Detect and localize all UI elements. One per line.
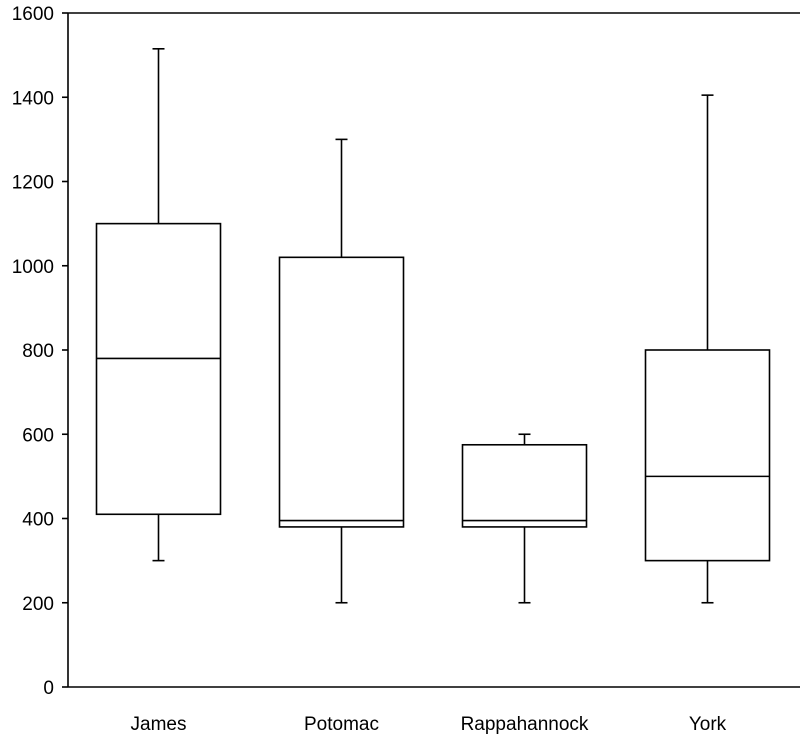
y-tick-label: 200 — [22, 594, 54, 615]
box-rappahannock — [461, 433, 588, 604]
x-axis-labels: James Potomac Rappahannock York — [131, 714, 727, 735]
y-tick-label: 800 — [22, 341, 54, 362]
iqr-box — [644, 349, 771, 562]
iqr-box — [461, 443, 588, 528]
y-axis-ticks: 0 200 400 600 800 1000 1200 1400 1600 — [12, 4, 68, 699]
y-tick-label: 0 — [43, 678, 54, 699]
x-category-label: Potomac — [304, 714, 379, 735]
x-category-label: James — [131, 714, 187, 735]
box-series — [95, 48, 771, 604]
iqr-box — [95, 222, 222, 516]
y-tick-label: 1600 — [12, 4, 54, 25]
y-tick-label: 1000 — [12, 257, 54, 278]
y-tick-label: 1400 — [12, 88, 54, 109]
y-tick-label: 600 — [22, 425, 54, 446]
box-potomac — [278, 138, 405, 604]
y-tick-label: 400 — [22, 510, 54, 531]
y-tick-label: 1200 — [12, 173, 54, 194]
x-category-label: York — [689, 714, 727, 735]
box-james — [95, 48, 222, 562]
x-category-label: Rappahannock — [461, 714, 589, 735]
iqr-box — [278, 256, 405, 528]
box-york — [644, 94, 771, 604]
